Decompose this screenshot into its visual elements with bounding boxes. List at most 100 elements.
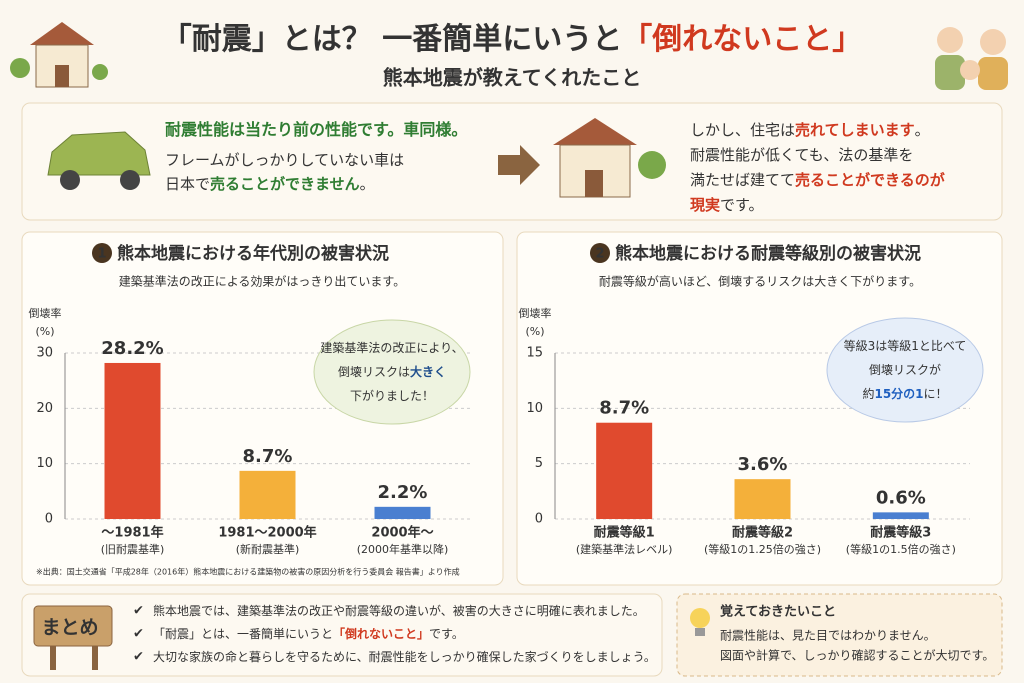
text-run: しかし、住宅は: [690, 121, 795, 139]
car-icon: [47, 131, 151, 190]
note-line: 図面や計算で、しっかり確認することが大切です。: [720, 648, 994, 663]
text-run: 現実: [690, 196, 720, 214]
rich-text: 大切な家族の命と暮らしを守るために、耐震性能をしっかり確保した家づくりをしましょ…: [153, 649, 656, 664]
summary-panel: [21, 593, 663, 677]
note-panel: [676, 593, 1003, 677]
check-mark: ✔: [133, 650, 144, 665]
x-tick-label: 1981〜2000年: [218, 525, 316, 541]
text-run: 耐震性能は当たり前の性能です。車同様。: [165, 120, 467, 139]
text-run: 日本で: [165, 175, 210, 193]
y-tick-label: 15: [526, 346, 543, 361]
y-axis-label: 倒壊率: [519, 306, 552, 320]
text-run: 「倒れないこと」: [622, 22, 862, 57]
value-label: 8.7%: [243, 446, 293, 467]
text-run: 大切な家族の命と暮らしを守るために、耐震性能をしっかり確保した家づくりをしましょ…: [153, 649, 656, 664]
bar: [104, 362, 161, 519]
page-title: 「耐震」とは？ 一番簡単にいうと「倒れないこと」: [162, 22, 862, 57]
text-run: 売れてしまいます: [795, 121, 915, 139]
y-tick-label: 20: [36, 401, 53, 416]
bar: [734, 479, 791, 519]
text-run: 満たせば建てて: [690, 171, 795, 189]
text-run: 「耐震」とは？ 一番簡単にいうと: [162, 22, 622, 57]
bar: [239, 470, 296, 519]
rich-text: 満たせば建てて売ることができるのが: [690, 171, 946, 189]
value-label: 28.2%: [101, 338, 163, 359]
value-label: 0.6%: [876, 487, 926, 508]
y-tick-label: 5: [535, 456, 543, 471]
value-label: 3.6%: [738, 454, 788, 475]
signboard-icon: [33, 605, 113, 670]
summary-label: まとめ: [41, 617, 98, 639]
bar: [374, 506, 431, 519]
category-note: (建築基準法レベル): [576, 542, 673, 556]
text-run: 。: [360, 175, 375, 193]
category-note: (等級1の1.5倍の強さ): [846, 542, 956, 556]
y-tick-label: 10: [526, 401, 543, 416]
y-axis-label: 倒壊率: [29, 306, 62, 320]
rich-text: 「耐震」とは、一番簡単にいうと「倒れないこと」です。: [153, 626, 464, 641]
text-run: 約: [862, 386, 874, 401]
text-run: 等級3は等級1と比べて: [844, 339, 967, 353]
check-mark: ✔: [133, 604, 144, 619]
y-axis-label: (%): [525, 325, 544, 338]
text-run: 大きく: [410, 364, 446, 379]
page-subtitle: 熊本地震が教えてくれたこと: [383, 66, 641, 90]
annotation-bubble: [313, 319, 471, 425]
chart-number: 1: [97, 247, 106, 262]
text-run: 売ることができるのが: [795, 171, 946, 189]
text-run: 下がりました！: [350, 388, 434, 403]
y-tick-label: 0: [45, 512, 53, 527]
y-axis-label: (%): [35, 325, 54, 338]
x-tick-label: 2000年〜: [371, 525, 433, 541]
value-label: 2.2%: [378, 482, 428, 503]
value-label: 8.7%: [599, 398, 649, 419]
text-run: です。: [429, 627, 464, 641]
text-run: 建築基準法の改正により、: [320, 340, 463, 355]
number-badge: [590, 243, 610, 263]
text-run: 倒壊リスクは: [338, 365, 410, 379]
category-note: (新耐震基準): [236, 542, 300, 556]
rich-text: 建築基準法の改正により、: [320, 340, 463, 355]
chart-subtitle: 耐震等級が高いほど、倒壊するリスクは大きく下がります。: [599, 274, 921, 289]
chart-title: 熊本地震における年代別の被害状況: [117, 243, 389, 264]
bar: [596, 422, 653, 519]
x-tick-label: 耐震等級2: [732, 525, 793, 541]
rich-text: 倒壊リスクは大きく: [338, 364, 446, 379]
text-run: 倒壊リスクが: [869, 362, 941, 377]
text-run: に！: [924, 387, 948, 401]
check-mark: ✔: [133, 627, 144, 642]
source-note: ※出典：国土交通省「平成28年（2016年）熊本地震における建築物の被害の原因分…: [36, 567, 460, 577]
text-run: 「倒れないこと」: [333, 626, 429, 641]
text-run: 15分の1: [874, 386, 923, 401]
bulb-icon: [690, 608, 710, 636]
text-run: 。: [915, 121, 930, 139]
text-run: 「耐震」とは、一番簡単にいうと: [153, 626, 333, 641]
chart-title: 熊本地震における耐震等級別の被害状況: [615, 243, 921, 264]
rich-text: 倒壊リスクが: [869, 362, 941, 377]
rich-text: 下がりました！: [350, 388, 434, 403]
text-run: 売ることができません: [210, 175, 360, 193]
y-tick-label: 10: [36, 456, 53, 471]
house-icon: [553, 118, 666, 198]
rich-text: 熊本地震では、建築基準法の改正や耐震等級の違いが、被害の大きさに明確に表れました…: [153, 603, 645, 618]
note-line: 耐震性能は、見た目ではわかりません。: [720, 629, 936, 643]
rich-text: 等級3は等級1と比べて: [844, 339, 967, 353]
x-tick-label: 〜1981年: [101, 525, 163, 541]
text-run: フレームがしっかりしていない車は: [165, 151, 404, 169]
number-badge: [92, 243, 112, 263]
rich-text: 日本で売ることができません。: [165, 175, 375, 193]
x-tick-label: 耐震等級1: [594, 525, 655, 541]
family-icon: [935, 27, 1008, 90]
rich-text: 耐震性能は当たり前の性能です。車同様。: [165, 120, 467, 139]
chart-subtitle: 建築基準法の改正による効果がはっきり出ています。: [119, 274, 405, 289]
arrow-icon: [498, 145, 540, 185]
x-tick-label: 耐震等級3: [870, 525, 931, 541]
house-icon: [10, 22, 108, 88]
y-tick-label: 0: [535, 512, 543, 527]
rich-text: 耐震性能が低くても、法の基準を: [690, 146, 913, 164]
category-note: (等級1の1.25倍の強さ): [704, 542, 821, 556]
rich-text: フレームがしっかりしていない車は: [165, 151, 404, 169]
bar: [872, 512, 929, 519]
y-tick-label: 30: [36, 346, 53, 361]
